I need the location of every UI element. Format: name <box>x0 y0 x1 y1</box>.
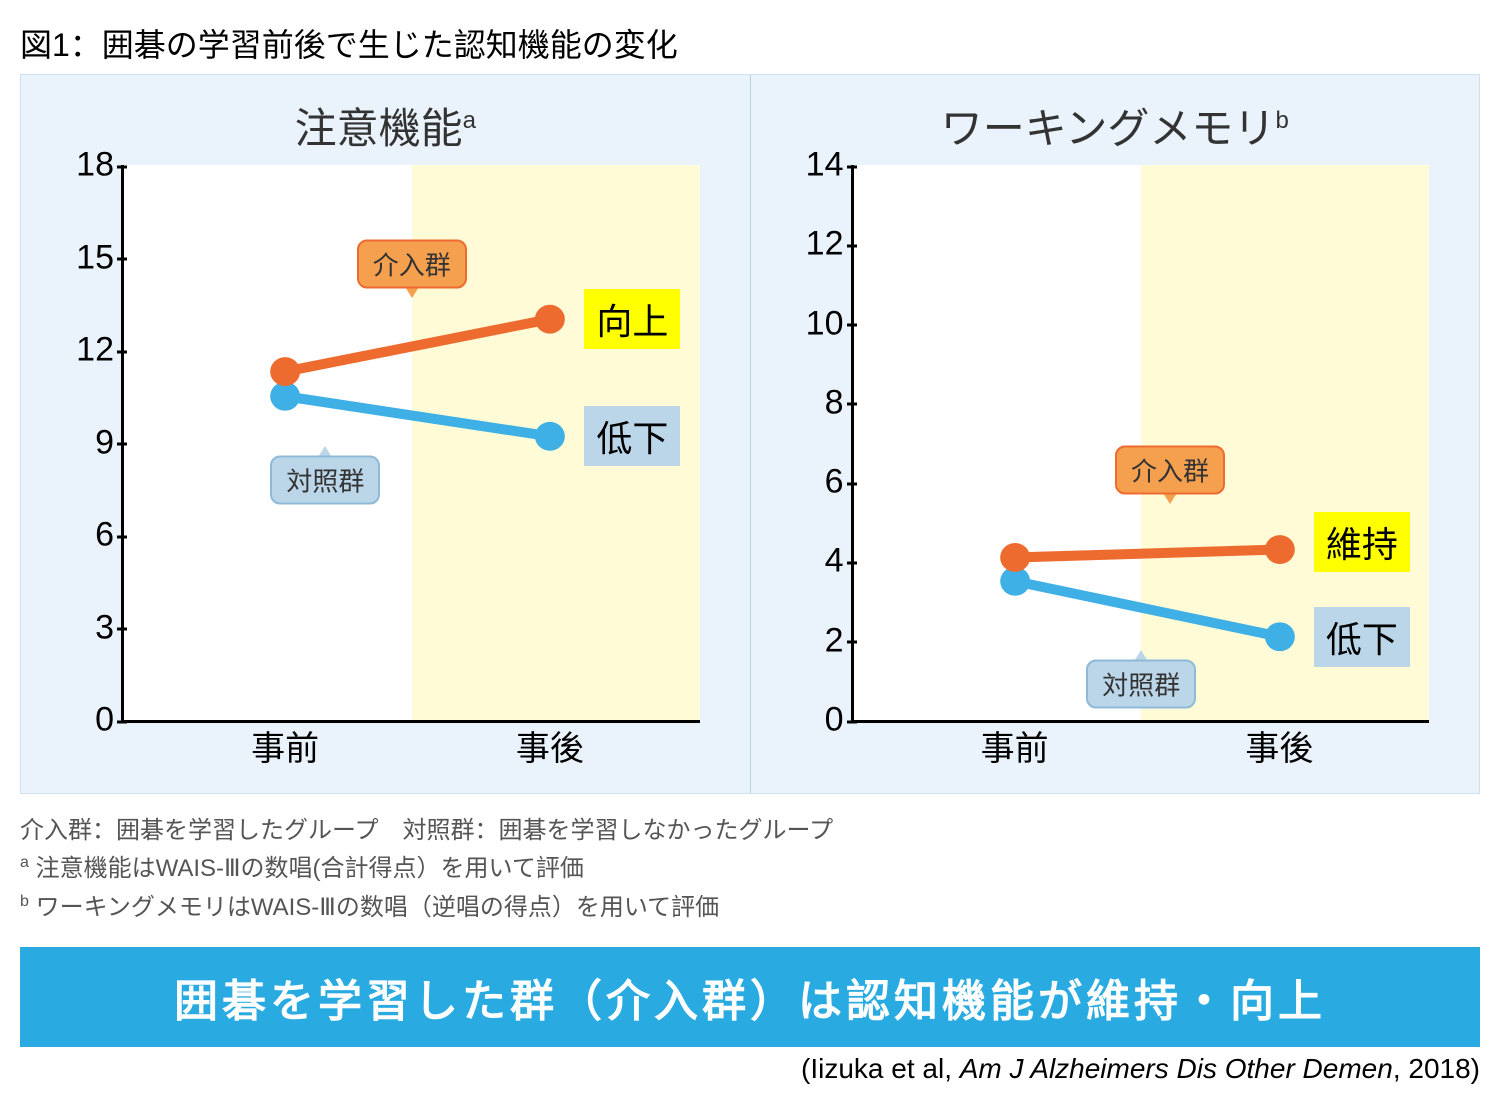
intervention-marker <box>270 357 300 386</box>
attention-plot: 0369121518事前事後介入群対照群向上低下 <box>121 165 700 723</box>
xtick-label: 事前 <box>251 721 319 770</box>
attention-panel: 注意機能a 0369121518事前事後介入群対照群向上低下 <box>21 75 751 793</box>
xtick-label: 事前 <box>981 721 1049 770</box>
citation-suffix: , 2018) <box>1393 1053 1480 1084</box>
memory-title-sup: b <box>1275 107 1288 134</box>
ytick: 6 <box>784 463 844 502</box>
intervention-callout: 介入群 <box>1115 446 1225 495</box>
citation-prefix: (Iizuka et al, <box>801 1053 960 1084</box>
ytick: 0 <box>54 701 114 740</box>
intervention-line <box>285 319 550 371</box>
footnote-groups: 介入群：囲碁を学習したグループ 対照群：囲碁を学習しなかったグループ <box>20 812 1480 850</box>
xtick-label: 事後 <box>516 721 584 770</box>
memory-title: ワーキングメモリb <box>771 95 1460 156</box>
control-marker <box>270 382 300 411</box>
intervention-line <box>1015 550 1280 558</box>
attention-title-sup: a <box>463 107 476 134</box>
ytick: 8 <box>784 383 844 422</box>
ytick: 10 <box>784 304 844 343</box>
intervention-callout: 介入群 <box>357 239 467 288</box>
control-marker <box>1264 622 1294 651</box>
memory-title-text: ワーキングメモリ <box>941 105 1276 152</box>
result-label-bottom: 低下 <box>1314 607 1410 667</box>
intervention-marker <box>1000 543 1030 572</box>
control-marker <box>535 422 565 451</box>
intervention-marker <box>1264 535 1294 564</box>
footnote-b-sup: b <box>20 893 29 910</box>
footnote-a: a 注意機能はWAIS-Ⅲの数唱(合計得点）を用いて評価 <box>20 850 1480 888</box>
memory-plot: 02468101214事前事後介入群対照群維持低下 <box>851 165 1430 723</box>
result-label-bottom: 低下 <box>584 406 680 466</box>
footnotes: 介入群：囲碁を学習したグループ 対照群：囲碁を学習しなかったグループ a 注意機… <box>20 812 1480 927</box>
result-label-top: 向上 <box>584 289 680 349</box>
xtick-label: 事後 <box>1245 721 1313 770</box>
control-line <box>1015 581 1280 637</box>
ytick: 15 <box>54 238 114 277</box>
ytick: 6 <box>54 516 114 555</box>
citation-journal: Am J Alzheimers Dis Other Demen <box>960 1053 1393 1084</box>
result-label-top: 維持 <box>1314 512 1410 572</box>
ytick: 4 <box>784 542 844 581</box>
footnote-b: b ワーキングメモリはWAIS-Ⅲの数唱（逆唱の得点）を用いて評価 <box>20 889 1480 927</box>
control-line <box>285 396 550 436</box>
memory-panel: ワーキングメモリb 02468101214事前事後介入群対照群維持低下 <box>751 75 1480 793</box>
footnote-b-text: ワーキングメモリはWAIS-Ⅲの数唱（逆唱の得点）を用いて評価 <box>29 894 719 921</box>
figure-title: 図1：囲碁の学習前後で生じた認知機能の変化 <box>20 20 1480 66</box>
ytick: 0 <box>784 701 844 740</box>
ytick: 2 <box>784 621 844 660</box>
conclusion-banner: 囲碁を学習した群（介入群）は認知機能が維持・向上 <box>20 947 1480 1047</box>
citation: (Iizuka et al, Am J Alzheimers Dis Other… <box>20 1053 1480 1085</box>
ytick: 9 <box>54 423 114 462</box>
footnote-a-sup: a <box>20 854 29 871</box>
footnote-a-text: 注意機能はWAIS-Ⅲの数唱(合計得点）を用いて評価 <box>29 855 584 882</box>
intervention-marker <box>535 305 565 334</box>
ytick: 12 <box>54 331 114 370</box>
ytick: 12 <box>784 225 844 264</box>
ytick: 3 <box>54 608 114 647</box>
attention-title: 注意機能a <box>41 95 730 156</box>
control-callout: 対照群 <box>1086 660 1196 709</box>
control-callout: 対照群 <box>270 455 380 504</box>
charts-container: 注意機能a 0369121518事前事後介入群対照群向上低下 ワーキングメモリb… <box>20 74 1480 794</box>
attention-title-text: 注意機能 <box>295 105 463 152</box>
